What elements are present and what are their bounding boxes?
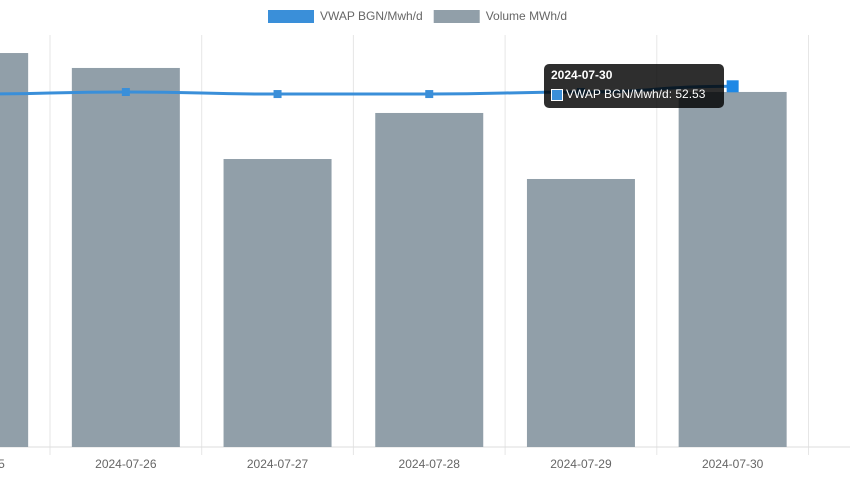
tooltip-box xyxy=(544,64,724,108)
bar xyxy=(678,91,787,448)
tooltip-label: VWAP BGN/Mwh/d: 52.53 xyxy=(566,87,706,101)
tooltip-title: 2024-07-30 xyxy=(551,68,613,82)
legend-label: VWAP BGN/Mwh/d xyxy=(320,9,423,23)
bar xyxy=(223,159,332,447)
x-tick-label: 2024-07-30 xyxy=(702,457,764,471)
line-point xyxy=(726,80,739,93)
line-point xyxy=(121,87,130,96)
legend-label: Volume MWh/d xyxy=(486,9,567,23)
x-tick-label: 2024-07-29 xyxy=(550,457,612,471)
x-tick-label: 2024-07-28 xyxy=(399,457,461,471)
x-tick-label: 2024-07-25 xyxy=(0,457,5,471)
bar xyxy=(0,53,29,448)
line-point xyxy=(425,90,434,99)
bar xyxy=(71,67,180,448)
line-point xyxy=(273,90,282,99)
tooltip-swatch xyxy=(551,89,563,101)
tooltip: 2024-07-30 VWAP BGN/Mwh/d: 52.53 xyxy=(544,64,724,108)
legend-swatch xyxy=(268,10,314,23)
bar xyxy=(526,178,635,447)
x-tick-label: 2024-07-27 xyxy=(247,457,309,471)
bar xyxy=(375,112,484,447)
legend-swatch xyxy=(433,10,480,23)
x-tick-label: 2024-07-26 xyxy=(95,457,157,471)
